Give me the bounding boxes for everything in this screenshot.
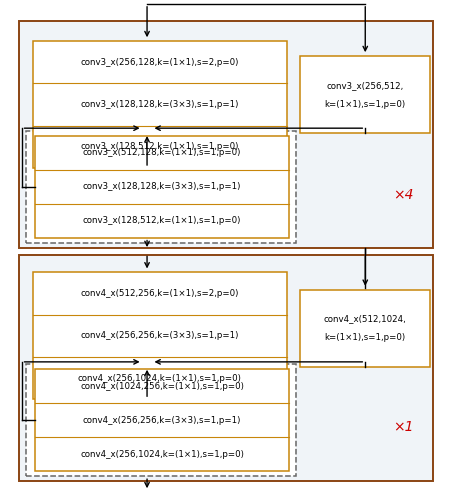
Text: conv4_x(256,256,k=(3×3),s=1,p=1): conv4_x(256,256,k=(3×3),s=1,p=1)	[83, 416, 241, 425]
Text: conv3_x(128,128,k=(3×3),s=1,p=1): conv3_x(128,128,k=(3×3),s=1,p=1)	[80, 100, 239, 109]
Bar	[33, 272, 286, 399]
Text: k=(1×1),s=1,p=0): k=(1×1),s=1,p=0)	[324, 334, 405, 342]
Text: conv4_x(256,1024,k=(1×1),s=1,p=0): conv4_x(256,1024,k=(1×1),s=1,p=0)	[80, 450, 244, 459]
Bar	[35, 370, 288, 472]
Text: ×4: ×4	[392, 188, 413, 202]
Bar	[299, 56, 429, 133]
Bar	[19, 255, 432, 481]
Text: conv4_x(256,1024,k=(1×1),s=1,p=0): conv4_x(256,1024,k=(1×1),s=1,p=0)	[78, 374, 241, 382]
Bar	[33, 41, 286, 168]
Text: conv3_x(128,512,k=(1×1),s=1,p=0): conv3_x(128,512,k=(1×1),s=1,p=0)	[80, 142, 239, 152]
Bar	[19, 22, 432, 248]
Text: conv3_x(128,512,k=(1×1),s=1,p=0): conv3_x(128,512,k=(1×1),s=1,p=0)	[83, 216, 241, 225]
Text: conv3_x(512,128,k=(1×1),s=1,p=0): conv3_x(512,128,k=(1×1),s=1,p=0)	[83, 148, 241, 157]
Text: conv4_x(256,256,k=(3×3),s=1,p=1): conv4_x(256,256,k=(3×3),s=1,p=1)	[80, 332, 239, 340]
Bar	[26, 364, 295, 476]
Text: conv4_x(1024,256,k=(1×1),s=1,p=0): conv4_x(1024,256,k=(1×1),s=1,p=0)	[80, 382, 244, 391]
Text: conv3_x(256,512,: conv3_x(256,512,	[326, 80, 403, 90]
Bar	[299, 290, 429, 367]
Text: conv4_x(512,1024,: conv4_x(512,1024,	[323, 314, 406, 324]
Text: conv4_x(512,256,k=(1×1),s=2,p=0): conv4_x(512,256,k=(1×1),s=2,p=0)	[80, 289, 239, 298]
Text: conv3_x(128,128,k=(3×3),s=1,p=1): conv3_x(128,128,k=(3×3),s=1,p=1)	[83, 182, 241, 191]
Bar	[35, 136, 288, 238]
Text: ×1: ×1	[392, 420, 413, 434]
Text: conv3_x(256,128,k=(1×1),s=2,p=0): conv3_x(256,128,k=(1×1),s=2,p=0)	[80, 58, 239, 67]
Bar	[26, 130, 295, 242]
Text: k=(1×1),s=1,p=0): k=(1×1),s=1,p=0)	[324, 100, 405, 108]
